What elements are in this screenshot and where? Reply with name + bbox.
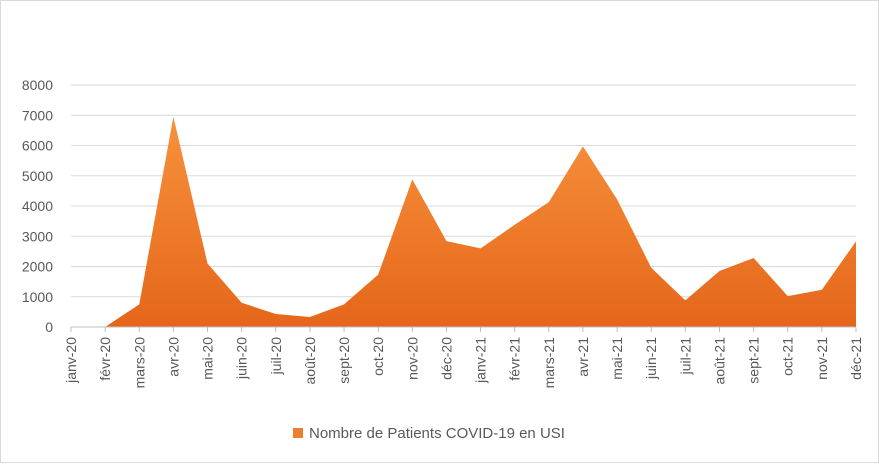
legend: Nombre de Patients COVID-19 en USI (293, 423, 565, 443)
x-tick-label: nov-21 (814, 337, 830, 380)
x-tick-label: avr-20 (165, 337, 181, 377)
x-tick-label: mai-20 (200, 337, 216, 380)
x-tick-label: févr-21 (507, 337, 523, 381)
x-tick-label: août-21 (711, 337, 727, 385)
x-tick-label: oct-21 (780, 337, 796, 376)
x-tick-labels: janv-20 févr-20 mars-20 avr-20 mai-20 juin-20… (63, 337, 864, 389)
x-tick-label: avr-21 (575, 337, 591, 377)
y-tick-label: 0 (45, 319, 53, 335)
x-tick-label: janv-21 (473, 337, 489, 384)
axes (71, 327, 856, 332)
x-tick-label: juil-21 (677, 337, 693, 376)
x-tick-label: déc-21 (848, 337, 864, 380)
x-tick-label: sept-20 (336, 337, 352, 384)
x-tick-label: mars-20 (131, 337, 147, 389)
y-tick-labels: 0 1000 2000 3000 4000 5000 6000 7000 8000 (22, 77, 53, 335)
x-tick-label: févr-20 (97, 337, 113, 381)
y-tick-label: 5000 (22, 168, 53, 184)
y-tick-label: 1000 (22, 289, 53, 305)
x-tick-label: nov-20 (404, 337, 420, 380)
x-tick-label: sept-21 (746, 337, 762, 384)
x-tick-label: juil-20 (268, 337, 284, 376)
series-area (105, 117, 856, 327)
x-tick-label: août-20 (302, 337, 318, 385)
series-area-layer (105, 117, 856, 327)
y-tick-label: 8000 (22, 77, 53, 93)
y-tick-label: 6000 (22, 138, 53, 154)
x-tick-label: janv-20 (63, 337, 79, 384)
legend-label: Nombre de Patients COVID-19 en USI (309, 425, 565, 442)
y-tick-label: 2000 (22, 259, 53, 275)
x-tick-label: juin-21 (643, 337, 659, 380)
y-tick-label: 4000 (22, 198, 53, 214)
y-tick-label: 3000 (22, 228, 53, 244)
legend-swatch (293, 428, 303, 438)
x-tick-label: déc-20 (438, 337, 454, 380)
x-tick-label: mars-21 (541, 337, 557, 389)
x-tick-label: mai-21 (609, 337, 625, 380)
x-tick-label: oct-20 (370, 337, 386, 376)
y-tick-label: 7000 (22, 107, 53, 123)
x-tick-label: juin-20 (234, 337, 250, 380)
